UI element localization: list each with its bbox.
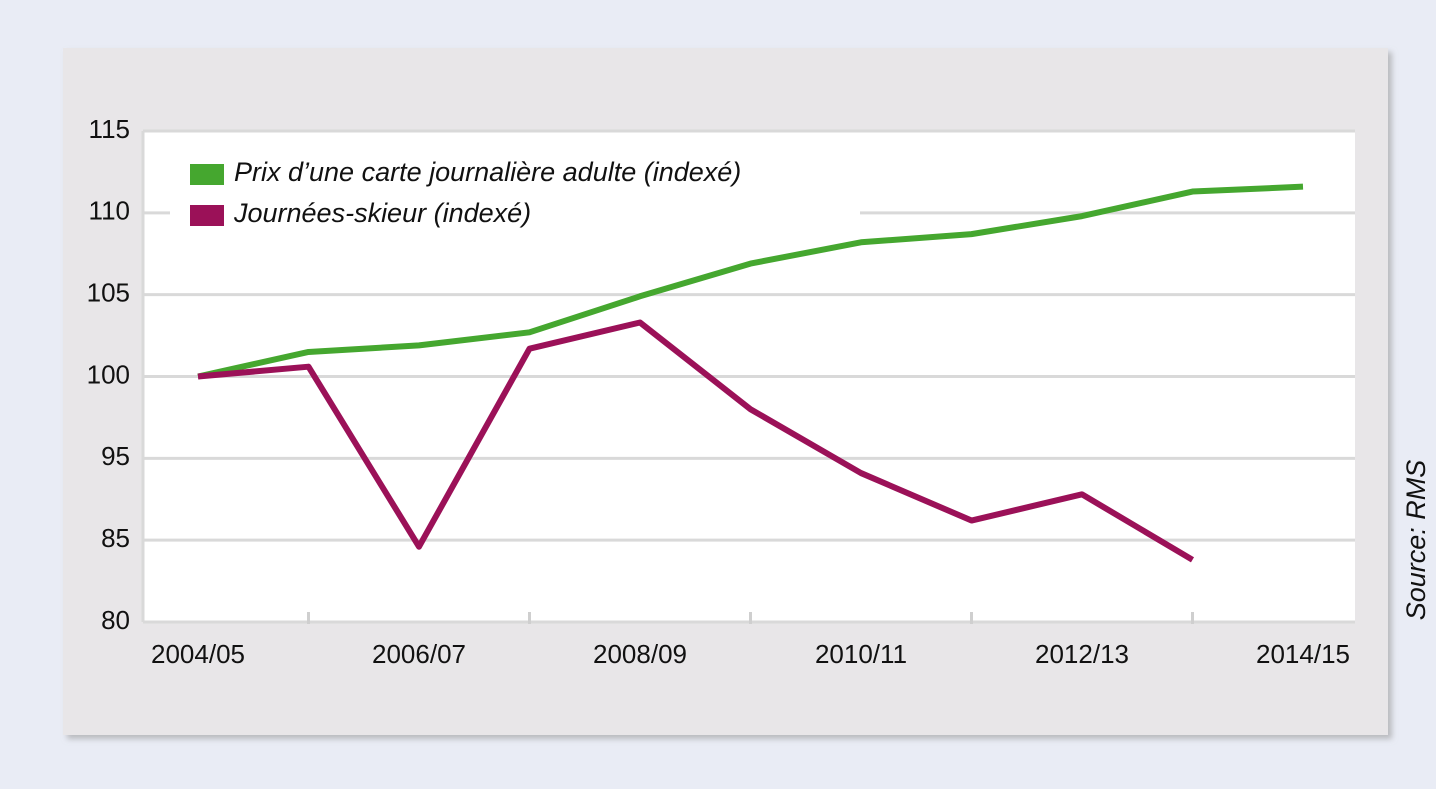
legend-swatch (190, 205, 224, 226)
series-line (197, 319, 1195, 563)
legend-swatch (190, 164, 224, 185)
series-line (197, 183, 1304, 380)
y-tick-label: 80 (101, 605, 130, 635)
source: Source: RMS (1401, 460, 1431, 621)
x-tick-label: 2010/11 (815, 639, 907, 669)
y-tick-label: 115 (89, 114, 130, 144)
marks (197, 183, 1304, 563)
y-tick-label: 100 (87, 359, 130, 389)
y-tick-label: 105 (87, 278, 130, 308)
y-tick-label: 85 (101, 523, 130, 553)
x-tick-label: 2006/07 (372, 639, 466, 669)
x-tick-label: 2008/09 (593, 639, 687, 669)
legend-label: Journées-skieur (indexé) (233, 198, 531, 228)
legend-box (170, 150, 860, 240)
y-tick-label: 110 (89, 196, 130, 226)
legend-label: Prix d’une carte journalière adulte (ind… (234, 157, 741, 187)
x-tick-label: 2004/05 (151, 639, 245, 669)
y-tick-label: 95 (101, 441, 130, 471)
x-tick-label: 2012/13 (1035, 639, 1129, 669)
x-tick-label: 2014/15 (1256, 639, 1350, 669)
